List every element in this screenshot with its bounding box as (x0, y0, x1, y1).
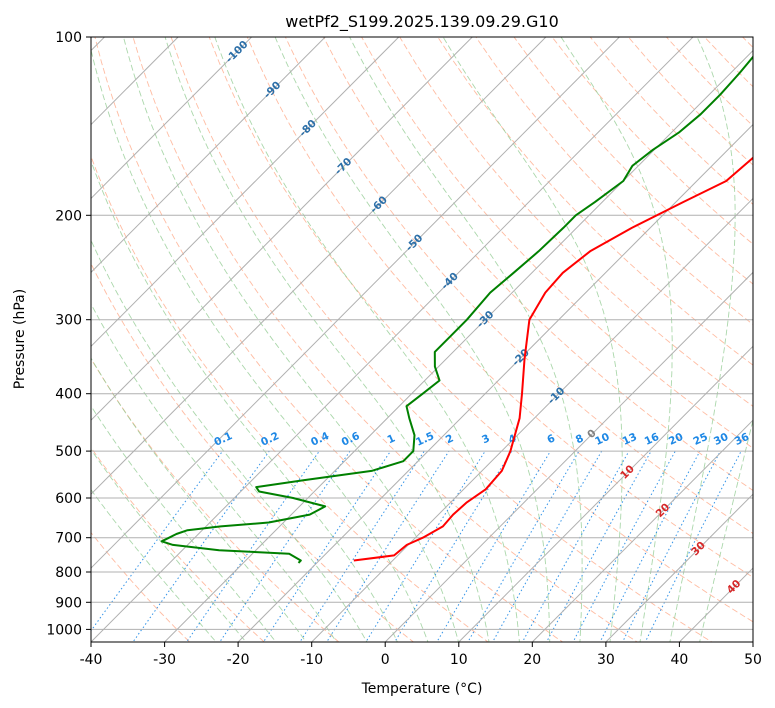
isotherm-gridline (384, 271, 753, 642)
isotherm-gridline (605, 493, 753, 642)
x-tick-label: 10 (450, 652, 468, 668)
dry-adiabat-line (91, 357, 340, 642)
y-tick-label: 1000 (46, 622, 82, 638)
moist-adiabat-line (91, 159, 398, 642)
x-tick-label: 40 (670, 652, 688, 668)
dry-adiabat-line (94, 37, 564, 642)
mixing-ratio-label: 2 (444, 432, 456, 446)
isotherm-gridline (237, 123, 753, 642)
mixing-ratio-label: 4 (507, 432, 519, 446)
isotherm-gridline (91, 37, 473, 421)
mixing-ratio-label: 30 (712, 431, 730, 448)
mixing-ratio-label: 16 (643, 431, 661, 448)
isotherm-gridline (164, 49, 753, 642)
dry-adiabat-line (399, 37, 753, 407)
x-tick-label: -40 (80, 652, 103, 668)
mixing-ratio-label: 3 (480, 432, 492, 446)
mixing-ratio-label: 36 (733, 431, 751, 448)
x-tick-label: 20 (523, 652, 541, 668)
isotherm-gridline (91, 37, 620, 569)
dry-adiabat-line (91, 531, 191, 642)
chart-title: wetPf2_S199.2025.139.09.29.G10 (285, 12, 559, 32)
mixing-ratio-label: 10 (593, 431, 611, 448)
x-tick-label: 30 (597, 652, 615, 668)
mixing-ratio-label: 20 (667, 431, 685, 448)
x-tick-label: -20 (227, 652, 250, 668)
moist-adiabat-line (214, 37, 520, 642)
moist-adiabat-line (669, 37, 736, 642)
x-tick-label: 0 (381, 652, 390, 668)
plot-frame (90, 36, 754, 643)
y-tick-label: 700 (55, 531, 82, 547)
y-tick-label: 100 (55, 30, 82, 46)
isotherm-gridline (91, 37, 326, 274)
moist-adiabat-line (91, 303, 337, 642)
isotherm-gridline (91, 37, 400, 348)
dry-adiabat-line (437, 37, 753, 366)
y-tick-label: 600 (55, 491, 82, 507)
isotherm-gridline (91, 37, 252, 200)
isotherm-gridline (311, 197, 753, 642)
y-axis-label: Pressure (hPa) (12, 289, 28, 389)
y-tick-label: 200 (55, 208, 82, 224)
mixing-ratio-label: 6 (545, 432, 557, 446)
x-tick-label: -30 (153, 652, 176, 668)
profile-lines (160, 55, 753, 564)
x-tick-label: 50 (744, 652, 762, 668)
dry-adiabat-line (91, 262, 415, 642)
y-tick-label: 800 (55, 565, 82, 581)
isotherm-gridline (91, 37, 694, 642)
dry-adiabat-line (323, 37, 753, 492)
isotherm-gridline (531, 419, 753, 642)
y-axis-ticks: 100 200 300 400 500 600 700 800 900 1000 (46, 30, 91, 638)
y-tick-label: 400 (55, 387, 82, 403)
dewpoint-profile-line (160, 55, 753, 564)
x-axis-label: Temperature (°C) (361, 681, 483, 697)
y-tick-label: 900 (55, 595, 82, 611)
dry-adiabat-line (91, 155, 489, 642)
mixing-ratio-label: 1 (385, 432, 397, 446)
temperature-profile-line (353, 156, 753, 562)
x-tick-label: -10 (300, 652, 323, 668)
y-tick-label: 500 (55, 444, 82, 460)
mixing-ratio-labels: 0.1 0.2 0.4 0.6 1 1.5 2 3 4 6 8 10 13 16 20 25 30 36 (212, 430, 751, 449)
isotherm-gridline (458, 345, 753, 642)
x-axis-ticks: -40 -30 -20 -10 0 10 20 30 40 50 (80, 642, 762, 668)
mixing-ratio-label: 8 (574, 432, 586, 446)
mixing-ratio-label: 13 (621, 431, 639, 448)
mixing-ratio-label: 25 (691, 431, 709, 448)
y-tick-label: 300 (55, 313, 82, 329)
isotherm-gridline (91, 37, 547, 495)
